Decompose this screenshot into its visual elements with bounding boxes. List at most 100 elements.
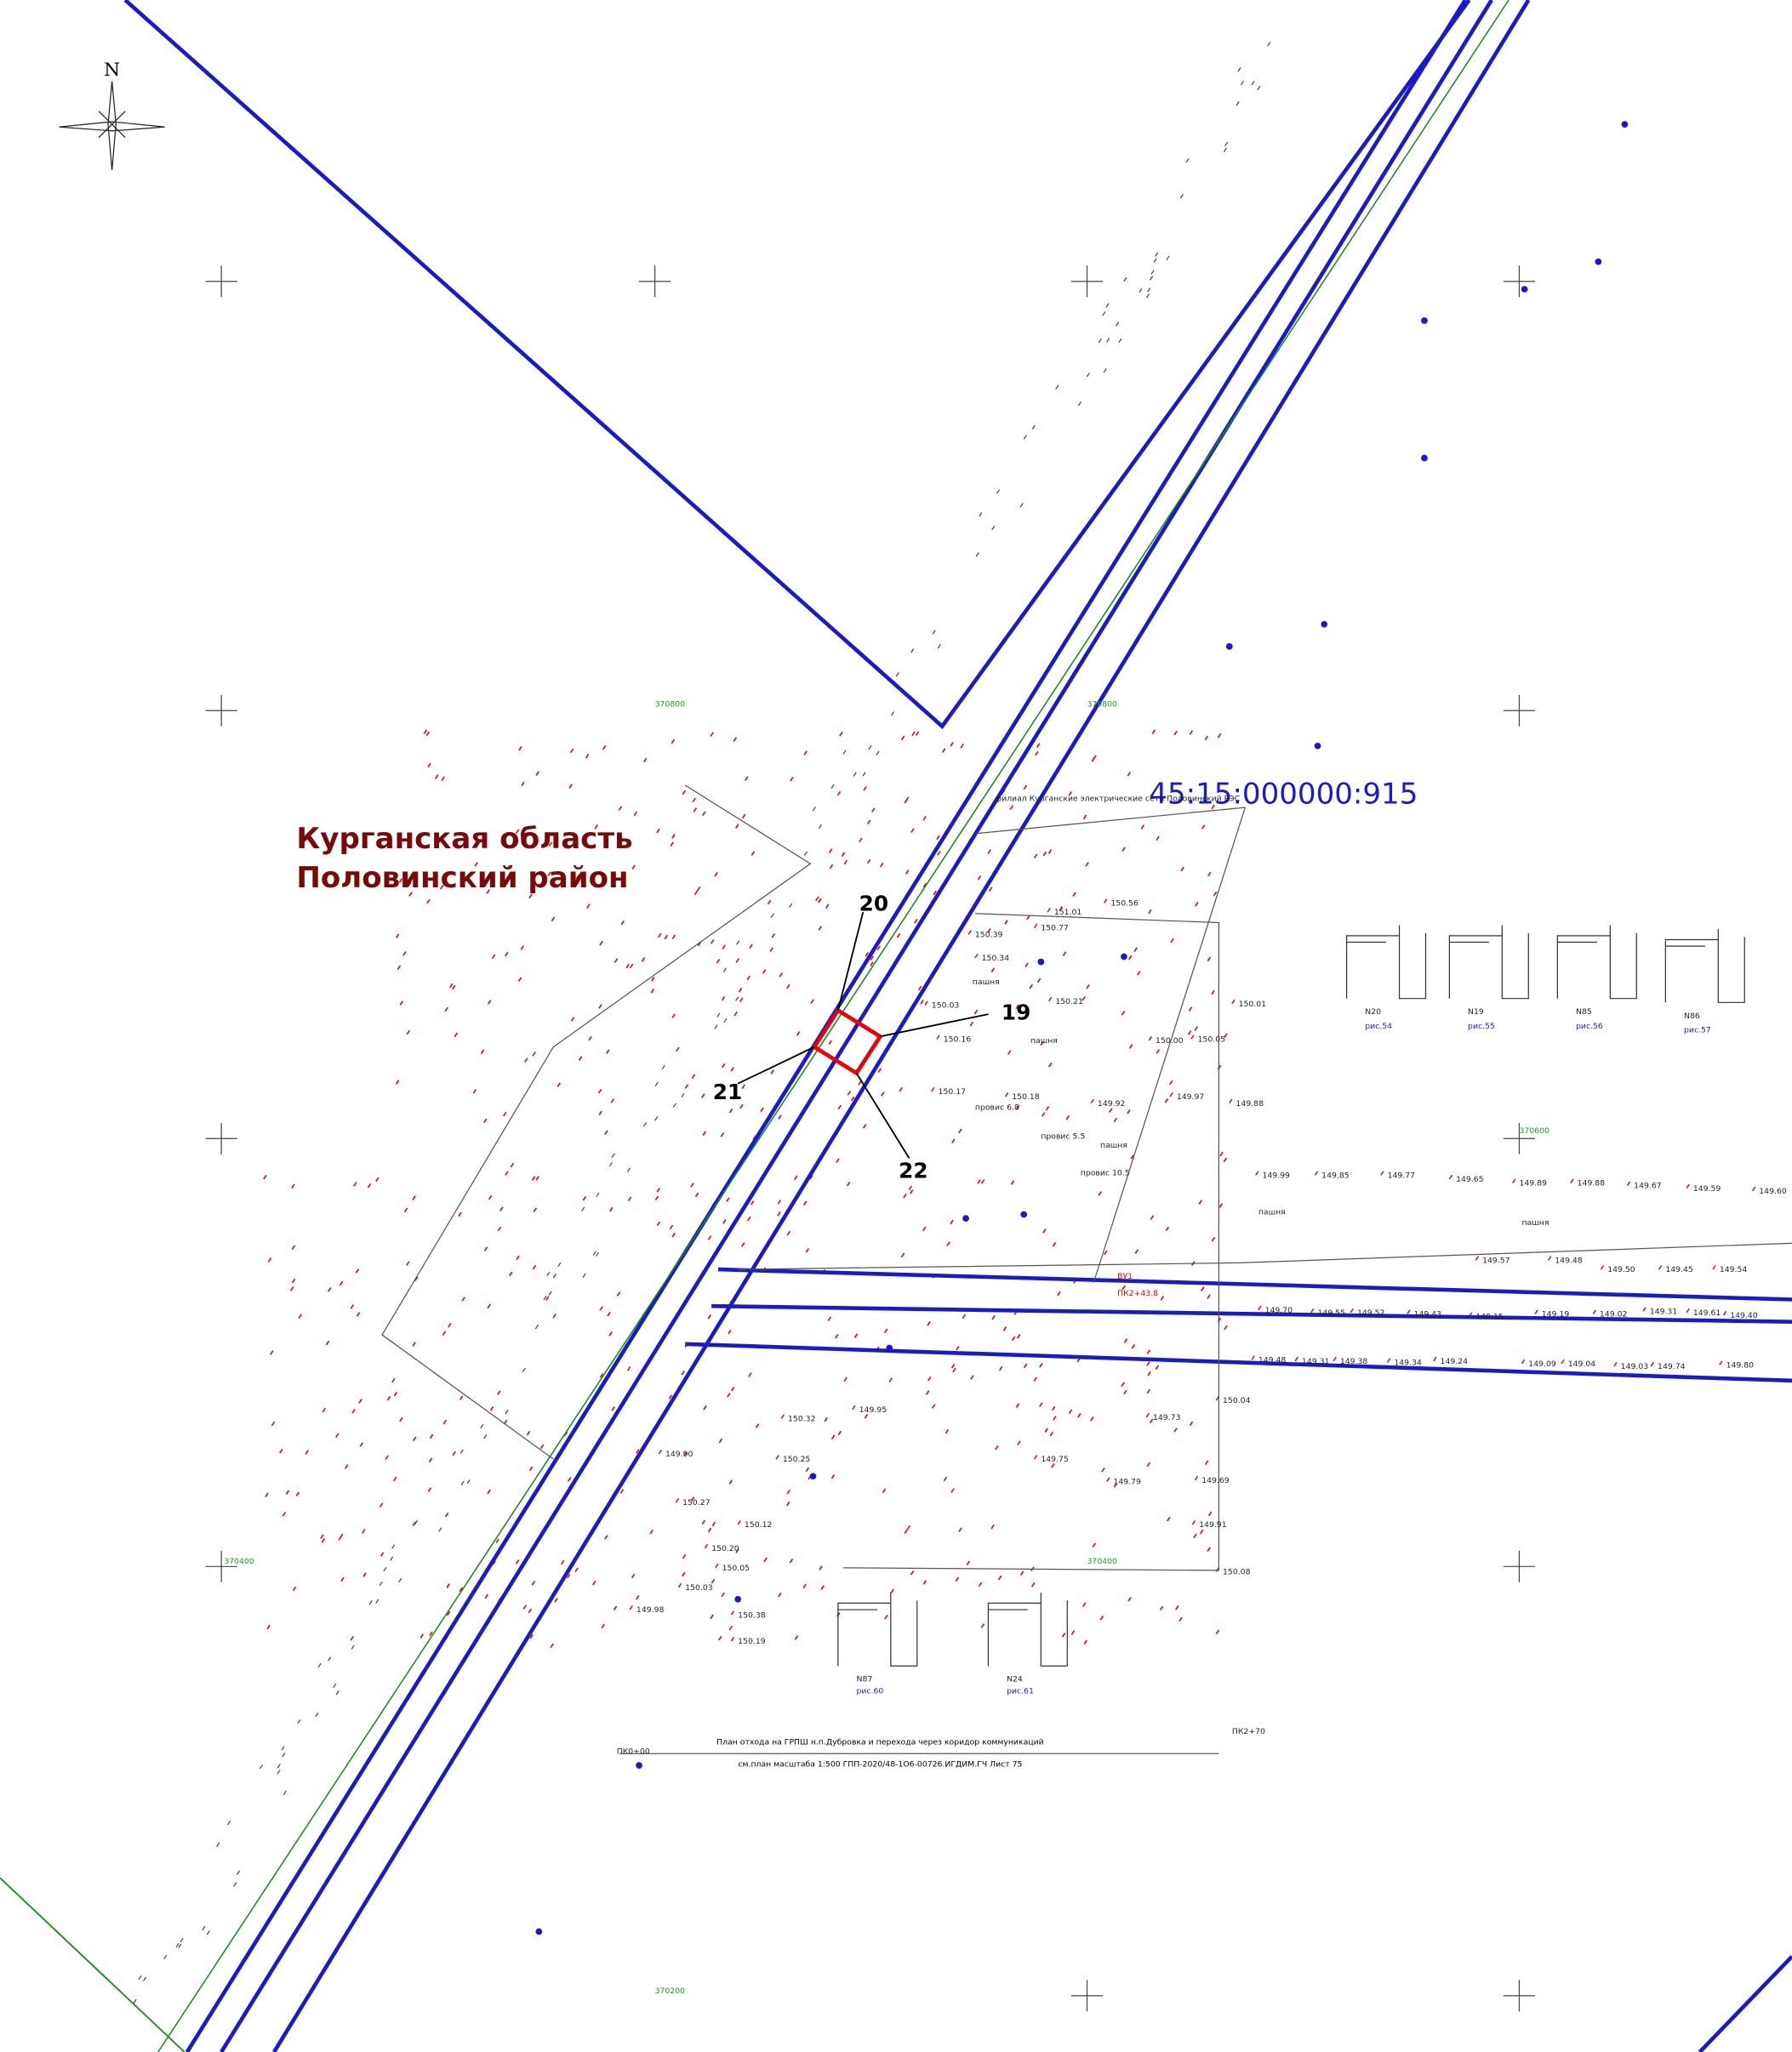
survey-tick: [977, 1179, 981, 1184]
survey-tick: [614, 958, 619, 963]
cadastral-number: 45:15:000000:915: [1149, 778, 1418, 812]
survey-tick: [866, 858, 871, 864]
elevation: 150.25: [783, 1455, 811, 1464]
survey-tick: [483, 1434, 488, 1439]
survey-tick: [626, 1366, 631, 1371]
survey-tick: [682, 789, 687, 795]
survey-tick: [973, 1009, 979, 1015]
elevation: 150.05: [1198, 1035, 1226, 1044]
survey-tick: [882, 1488, 887, 1494]
survey-area: [381, 784, 1792, 1754]
survey-tick: [1023, 1363, 1028, 1369]
elev-tick: [730, 1610, 735, 1616]
survey-tick: [722, 967, 727, 972]
survey-tick: [474, 862, 478, 867]
survey-tick: [442, 1331, 447, 1336]
survey-tick: [777, 1211, 781, 1217]
survey-tick: [879, 862, 884, 868]
elevation: 149.97: [1177, 1092, 1205, 1102]
survey-tick: [718, 1635, 722, 1641]
labels: 370800 370800 370600 370400 370400 370200 ПК0+…: [224, 700, 1787, 1996]
elev-tick: [658, 1449, 663, 1455]
survey-tick: [843, 1377, 847, 1382]
survey-tick: [1213, 891, 1218, 897]
survey-tick: [535, 771, 539, 776]
survey-tick: [403, 1207, 408, 1213]
survey-tick: [1118, 338, 1122, 344]
elev-tick: [974, 953, 979, 959]
north-arrow: [59, 81, 165, 171]
survey-tick: [1204, 1460, 1209, 1465]
survey-tick: [1057, 1291, 1061, 1297]
survey-tick: [599, 940, 603, 946]
marker: [1595, 258, 1602, 265]
survey-tick: [777, 1200, 782, 1205]
elevation: 149.73: [1153, 1413, 1181, 1422]
survey-tick: [1002, 1326, 1007, 1331]
survey-tick: [320, 1534, 324, 1539]
survey-tick: [1149, 1418, 1154, 1423]
crosshair: [205, 694, 237, 727]
survey-tick: [749, 943, 753, 949]
survey-tick: [353, 1182, 357, 1187]
crosshair: [205, 1122, 237, 1154]
survey-tick: [452, 1451, 456, 1456]
survey-tick: [305, 1450, 309, 1455]
survey-tick: [539, 1444, 545, 1450]
survey-tick: [298, 1314, 302, 1319]
survey-tick: [351, 1644, 355, 1650]
survey-tick: [803, 1200, 808, 1206]
survey-tick: [285, 1490, 290, 1495]
survey-tick: [779, 972, 784, 978]
elevation: 150.32: [788, 1415, 815, 1424]
stamp-text: см.план масштаба 1:500 ГПП-2020/48-1О6-0…: [738, 1760, 1022, 1770]
survey-tick: [701, 1093, 705, 1098]
survey-tick: [367, 1183, 372, 1188]
survey-tick: [760, 1107, 764, 1113]
survey-tick: [672, 1103, 676, 1108]
survey-tick: [1081, 1602, 1087, 1608]
elevation: 150.19: [738, 1637, 766, 1646]
survey-tick: [987, 849, 991, 854]
survey-tick: [683, 1451, 688, 1456]
elevation: 149.19: [1542, 1310, 1570, 1320]
survey-tick: [391, 1544, 396, 1549]
survey-tick: [281, 1746, 285, 1751]
survey-tick: [321, 1538, 326, 1543]
survey-tick: [937, 644, 941, 649]
survey-tick: [1019, 503, 1024, 508]
survey-tick: [1103, 368, 1107, 373]
survey-tick: [1033, 1377, 1037, 1382]
land-use: пашня: [973, 978, 1000, 987]
survey-tick: [178, 1943, 182, 1948]
marker: [734, 1595, 742, 1603]
survey-tick: [1173, 1428, 1178, 1433]
survey-tick: [671, 834, 676, 839]
survey-tick: [711, 1578, 716, 1584]
grid-label: 370400: [1087, 1557, 1118, 1566]
survey-tick: [180, 1937, 184, 1943]
survey-tick: [1113, 1483, 1118, 1488]
survey-tick: [691, 1074, 696, 1080]
survey-tick: [482, 1118, 488, 1124]
survey-tick: [909, 1189, 914, 1194]
survey-tick: [651, 977, 655, 982]
elevation: 149.65: [1456, 1175, 1484, 1184]
survey-tick: [995, 1445, 999, 1451]
elev-tick: [1686, 1183, 1690, 1189]
elevation: 150.03: [932, 1000, 960, 1010]
survey-tick: [446, 1583, 450, 1588]
survey-tick: [828, 1040, 832, 1046]
survey-tick: [266, 1624, 271, 1630]
survey-tick: [1015, 1004, 1019, 1010]
survey-tick: [531, 1176, 536, 1181]
crosshair: [1503, 1550, 1536, 1582]
elevation: 149.43: [1414, 1310, 1442, 1320]
survey-tick: [398, 1577, 402, 1582]
survey-tick: [1086, 372, 1090, 378]
survey-tick: [1061, 1633, 1066, 1638]
elevation: 149.99: [1262, 1171, 1290, 1180]
survey-tick: [550, 1643, 554, 1649]
survey-tick: [710, 938, 715, 944]
survey-tick: [488, 1194, 493, 1200]
